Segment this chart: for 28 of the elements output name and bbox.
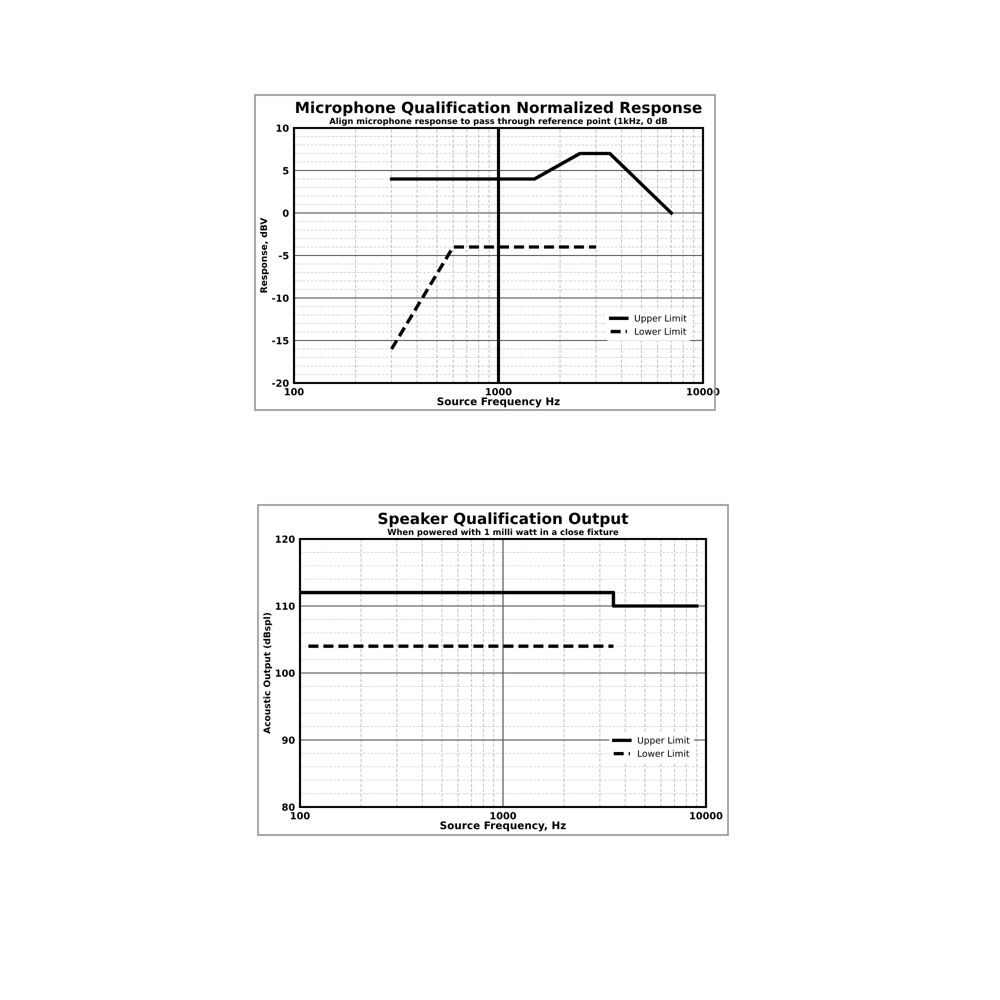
y-tick-label: -15 (272, 337, 288, 344)
x-tick-label: 1000 (490, 812, 516, 820)
chart-subtitle: Align microphone response to pass through reference point (1kHz, 0 dB (329, 118, 668, 126)
y-tick-label: 0 (282, 209, 289, 217)
y-tick-label: 120 (276, 535, 295, 543)
y-tick-label: -5 (278, 252, 288, 260)
x-tick-label: 100 (290, 812, 310, 820)
y-tick-label: 80 (282, 803, 295, 811)
y-tick-label: -20 (272, 379, 289, 387)
y-axis-title: Acoustic Output (dBspl) (263, 613, 272, 734)
y-tick-label: -10 (272, 294, 289, 302)
x-axis-title: Source Frequency, Hz (440, 821, 566, 832)
x-tick-label: 10000 (690, 812, 722, 820)
y-axis-title: Response, dBV (260, 218, 269, 292)
x-axis-title: Source Frequency Hz (438, 397, 560, 408)
legend-label: Lower Limit (638, 750, 690, 757)
legend-label: Upper Limit (638, 736, 690, 746)
chart-title: Speaker Qualification Output (378, 512, 628, 528)
legend-label: Upper Limit (634, 314, 686, 324)
legend-label: Lower Limit (634, 328, 686, 335)
y-tick-label: 110 (276, 602, 295, 610)
chart-subtitle: When powered with 1 milli watt in a close fixture (388, 528, 618, 537)
y-tick-label: 5 (283, 167, 288, 174)
chart-title: Microphone Qualification Normalized Response (296, 101, 702, 116)
x-tick-label: 1000 (486, 388, 512, 396)
y-tick-label: 90 (282, 736, 295, 744)
y-tick-label: 10 (276, 124, 289, 132)
y-tick-label: 100 (276, 669, 295, 677)
